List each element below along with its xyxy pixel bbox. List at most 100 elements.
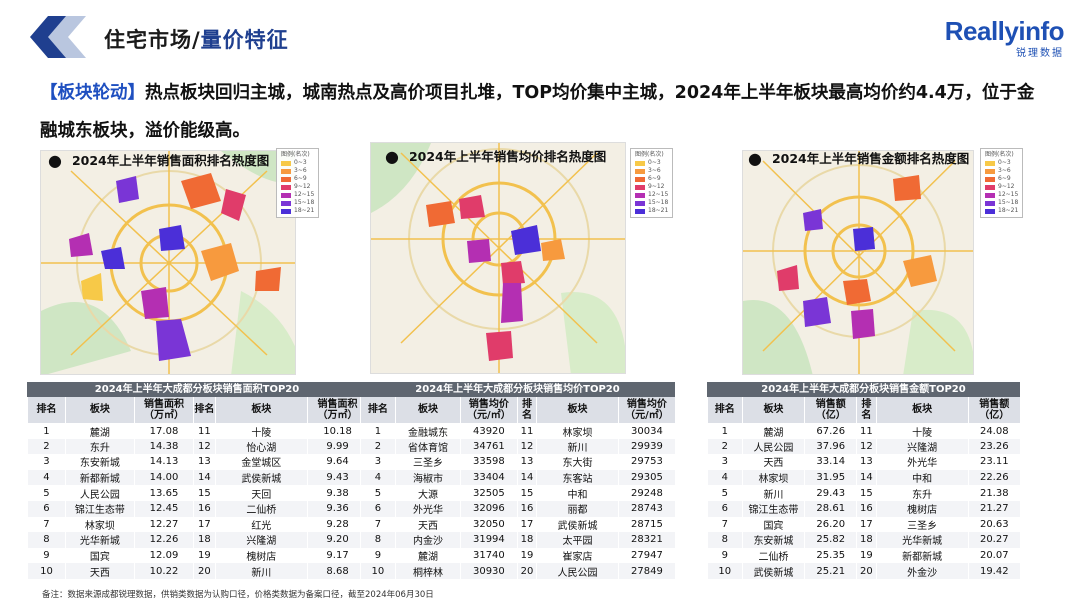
legend-label: 0~3 (998, 159, 1011, 166)
table-cell: 3 (707, 454, 743, 470)
table-cell: 14.38 (133, 438, 194, 455)
legend-item: 15~18 (635, 199, 668, 207)
table-cell: 光华新城 (875, 532, 969, 548)
table-cell: 新川 (741, 485, 805, 501)
table-cell: 17 (516, 516, 537, 533)
table-cell: 崔家店 (536, 547, 619, 564)
table-cell: 7 (27, 516, 66, 533)
legend-label: 6~9 (648, 175, 661, 182)
table-cell: 14.00 (133, 469, 194, 486)
table-cell: 16 (856, 500, 877, 517)
table-cell: 9.43 (307, 469, 367, 486)
table-cell: 20 (856, 563, 877, 579)
table-row: 2 人民公园 37.96 12 兴隆湖 23.26 (707, 438, 1020, 455)
legend-swatch (985, 176, 995, 182)
table-cell: 3 (27, 454, 66, 470)
table-cell: 大源 (394, 485, 461, 501)
table-cell: 12.09 (133, 547, 194, 564)
table-cell: 省体育馆 (394, 438, 461, 455)
legend-swatch (281, 160, 291, 166)
table-cell: 9.38 (307, 485, 367, 501)
table-cell: 31740 (460, 547, 518, 564)
table-row: 7 国宾 26.20 17 三圣乡 20.63 (707, 516, 1020, 533)
table-cell: 武侯新城 (741, 563, 805, 579)
table-cell: 31994 (460, 532, 518, 548)
legend-swatch (281, 184, 291, 190)
map-price (370, 142, 626, 374)
table-cell: 37.96 (804, 438, 857, 455)
column-header: 排名 (856, 397, 877, 424)
table-row: 9 国宾 12.09 19 槐树店 9.17 (27, 547, 367, 564)
table-cell: 太平园 (536, 532, 619, 548)
table-row: 6 外光华 32096 16 丽都 28743 (360, 500, 675, 517)
table-cell: 18 (516, 532, 537, 548)
table-row: 3 天西 33.14 13 外光华 23.11 (707, 454, 1020, 470)
table-cell: 21.38 (967, 485, 1020, 501)
table-cell: 28715 (617, 516, 675, 533)
table-cell: 9.20 (307, 532, 367, 548)
legend-item: 12~15 (635, 191, 668, 199)
page-title: 住宅市场/量价特征 (104, 28, 289, 52)
table-cell: 19 (516, 547, 537, 564)
table-cell: 9.64 (307, 454, 367, 470)
table-cell: 东升 (64, 438, 135, 455)
table-row: 3 东安新城 14.13 13 金堂城区 9.64 (27, 454, 367, 470)
legend-label: 3~6 (294, 167, 307, 174)
table-cell: 11 (856, 423, 877, 439)
legend-item: 3~6 (281, 167, 314, 175)
logo-icon (30, 16, 86, 58)
table-cell: 12.45 (133, 500, 194, 517)
legend-item: 0~3 (985, 159, 1018, 167)
table-row: 4 新都新城 14.00 14 武侯新城 9.43 (27, 469, 367, 486)
legend-label: 0~3 (294, 159, 307, 166)
table-cell: 16 (193, 500, 216, 517)
table-cell: 20.27 (967, 532, 1020, 548)
table-row: 10 天西 10.22 20 新川 8.68 (27, 563, 367, 579)
column-header: 板块 (394, 397, 461, 424)
table-cell: 21.27 (967, 500, 1020, 517)
table-cell: 10 (360, 563, 396, 579)
table-cell: 9.17 (307, 547, 367, 564)
legend-item: 9~12 (635, 183, 668, 191)
table-cell: 锦江生态带 (741, 500, 805, 517)
table-cell: 外金沙 (875, 563, 969, 579)
table-cell: 23.11 (967, 454, 1020, 470)
table-cell: 29305 (617, 469, 675, 486)
map-amount-title: ● 2024年上半年销售金额排名热度图 (748, 149, 970, 168)
headline-text: 热点板块回归主城，城南热点及高价项目扎堆，TOP均价集中主城，2024年上半年板… (40, 83, 1035, 141)
brand-subtitle: 锐理数据 (1016, 48, 1064, 59)
column-header: 板块 (64, 397, 135, 424)
table-row: 7 林家坝 12.27 17 红光 9.28 (27, 516, 367, 533)
legend-label: 12~15 (998, 191, 1019, 198)
table-cell: 13 (856, 454, 877, 470)
table-cell: 武侯新城 (214, 469, 308, 486)
legend-swatch (635, 184, 645, 190)
table-cell: 新川 (214, 563, 308, 579)
headline-tag: 【板块轮动】 (40, 83, 145, 103)
legend-swatch (985, 192, 995, 198)
table-cell: 9.28 (307, 516, 367, 533)
legend-swatch (635, 192, 645, 198)
table-cell: 国宾 (741, 516, 805, 533)
table-row: 10 桐梓林 30930 20 人民公园 27849 (360, 563, 675, 579)
table-cell: 29248 (617, 485, 675, 501)
table-cell: 43920 (460, 423, 518, 439)
table-caption: 2024年上半年大成都分板块销售均价TOP20 (360, 382, 675, 397)
legend-title: 图例(名次) (985, 151, 1014, 158)
table-cell: 34761 (460, 438, 518, 455)
table-cell: 9 (707, 547, 743, 564)
legend-item: 15~18 (281, 199, 314, 207)
table-cell: 32096 (460, 500, 518, 517)
table-cell: 33.14 (804, 454, 857, 470)
table-cell: 26.20 (804, 516, 857, 533)
legend-swatch (985, 168, 995, 174)
table-row: 8 东安新城 25.82 18 光华新城 20.27 (707, 532, 1020, 548)
table-row: 2 省体育馆 34761 12 新川 29939 (360, 438, 675, 455)
legend-label: 3~6 (998, 167, 1011, 174)
table-cell: 32505 (460, 485, 518, 501)
table-cell: 27947 (617, 547, 675, 564)
table-cell: 13 (193, 454, 216, 470)
table-cell: 28.61 (804, 500, 857, 517)
column-header: 销售额 （亿） (967, 397, 1020, 424)
table-cell: 兴隆湖 (875, 438, 969, 455)
